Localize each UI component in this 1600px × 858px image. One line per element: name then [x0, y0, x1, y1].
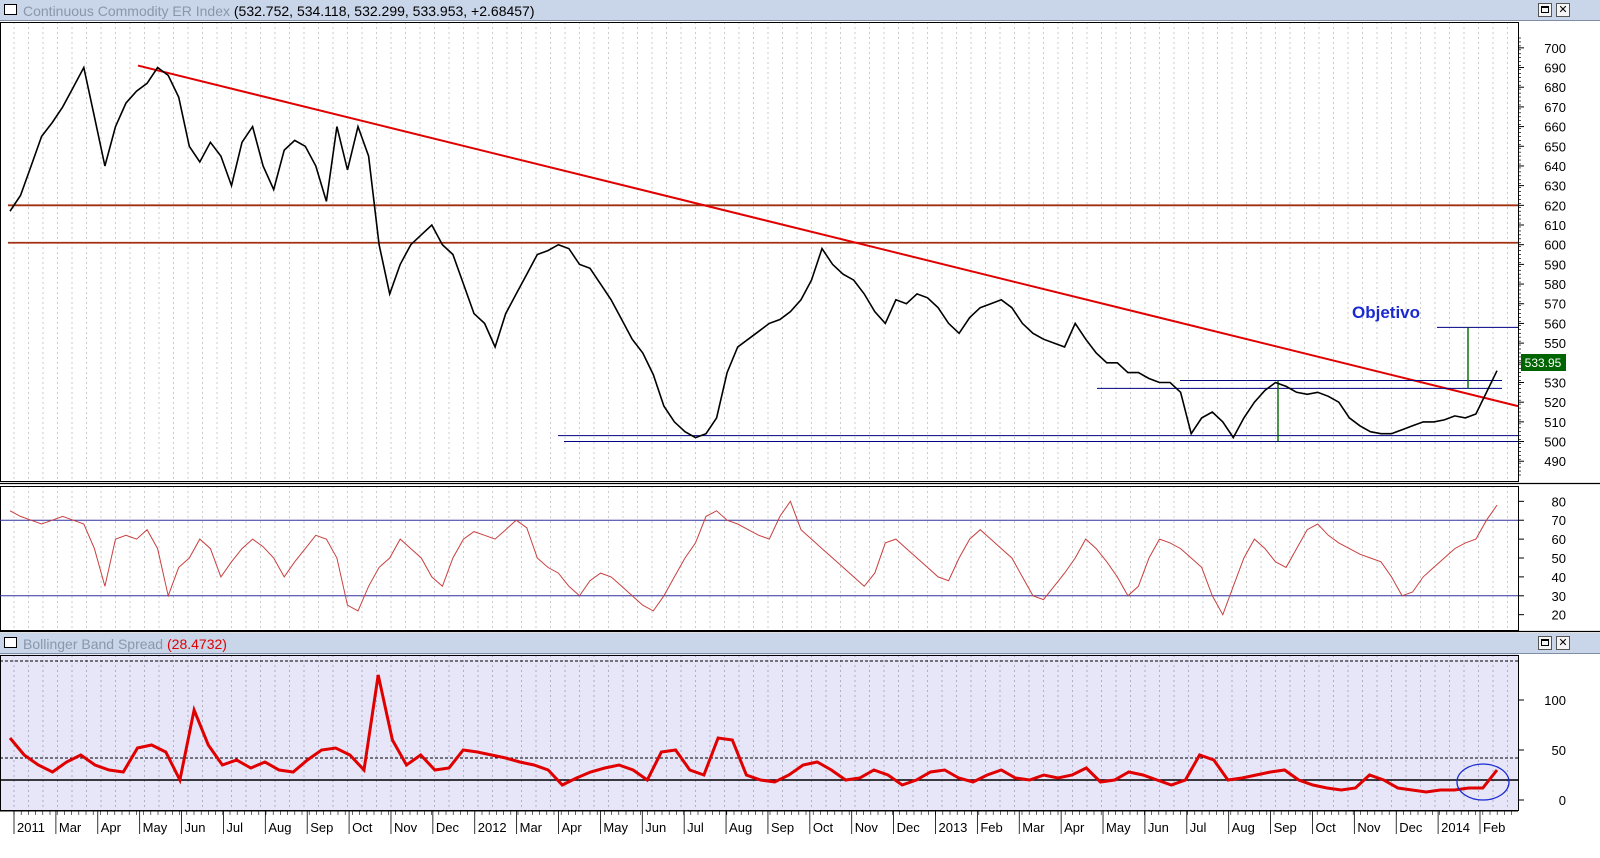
bbspread-highlight-circle — [1456, 763, 1510, 801]
last-price-label: 533.95 — [1525, 356, 1562, 370]
rsi-axis-tick-label: 70 — [1552, 513, 1566, 528]
price-axis-tick-label: 600 — [1544, 238, 1566, 253]
rsi-series-line — [9, 500, 1498, 616]
downtrend-line — [137, 64, 1519, 408]
month-label: May — [603, 820, 628, 835]
month-label: Mar — [1022, 820, 1045, 835]
price-axis-tick-label: 610 — [1544, 218, 1566, 233]
price-axis-tick-label: 690 — [1544, 61, 1566, 76]
month-label: Jun — [185, 820, 206, 835]
close-button[interactable]: ✕ — [1556, 3, 1570, 17]
month-label: Dec — [1399, 820, 1423, 835]
price-axis-tick-label: 590 — [1544, 257, 1566, 272]
bbspread-panel-name: Bollinger Band Spread — [23, 636, 164, 652]
price-panel-name: Continuous Commodity ER Index — [23, 3, 230, 19]
price-axis-tick-label: 570 — [1544, 297, 1566, 312]
price-axis-tick-label: 500 — [1544, 435, 1566, 450]
month-label: Jun — [1148, 820, 1169, 835]
price-panel-titlebar: Continuous Commodity ER Index (532.752, … — [0, 0, 1600, 21]
price-panel-title: Continuous Commodity ER Index (532.752, … — [23, 3, 535, 19]
month-label: May — [1106, 820, 1131, 835]
last-price-marker: 533.95 — [1521, 354, 1566, 371]
price-axis-tick-label: 680 — [1544, 80, 1566, 95]
month-label: Oct — [1315, 820, 1336, 835]
month-label: Feb — [980, 820, 1002, 835]
month-label: Feb — [1483, 820, 1505, 835]
month-label: Nov — [1357, 820, 1381, 835]
price-panel-values: (532.752, 534.118, 532.299, 533.953, +2.… — [233, 3, 535, 19]
bbspread-panel-titlebar: Bollinger Band Spread (28.4732) ✕ — [0, 633, 1600, 654]
price-overlays — [8, 64, 1519, 443]
x-axis: 2011 Mar Apr May Jun Jul Aug Sep Oct Nov Dec 2012 Ma… — [0, 810, 1518, 835]
rsi-axis-tick-label: 60 — [1552, 532, 1566, 547]
objetivo-label: Objetivo — [1352, 303, 1420, 322]
bbspread-series-line — [8, 674, 1499, 794]
month-label: Sep — [310, 820, 333, 835]
month-label: 2014 — [1441, 820, 1470, 835]
price-axis-tick-label: 660 — [1544, 120, 1566, 135]
month-label: Aug — [268, 820, 291, 835]
price-axis-tick-label: 520 — [1544, 395, 1566, 410]
bbspread-close-button[interactable]: ✕ — [1556, 636, 1570, 650]
price-axis-tick-label: 630 — [1544, 179, 1566, 194]
month-label: 2012 — [478, 820, 507, 835]
month-label: 2013 — [938, 820, 967, 835]
month-label: Jul — [687, 820, 704, 835]
month-label: Jun — [645, 820, 666, 835]
month-label: Mar — [520, 820, 543, 835]
month-label: 2011 — [17, 820, 45, 835]
price-axis-tick-label: 550 — [1544, 336, 1566, 351]
month-label: Jul — [226, 820, 243, 835]
price-axis-tick-label: 580 — [1544, 277, 1566, 292]
month-label: May — [143, 820, 168, 835]
maximize-button[interactable] — [1538, 3, 1552, 17]
price-axis-tick-label: 700 — [1544, 41, 1566, 56]
month-label: Mar — [59, 820, 82, 835]
month-label: Sep — [1274, 820, 1297, 835]
bbspread-panel-title: Bollinger Band Spread (28.4732) — [23, 636, 227, 652]
price-axis-tick-label: 510 — [1544, 415, 1566, 430]
price-axis-tick-label: 560 — [1544, 316, 1566, 331]
price-axis-tick-label: 530 — [1544, 375, 1566, 390]
bbspread-panel-value: (28.4732) — [167, 636, 227, 652]
month-label: Aug — [729, 820, 752, 835]
price-axis-tick-label: 670 — [1544, 100, 1566, 115]
bbspread-axis-tick-label: 0 — [1559, 793, 1566, 808]
panel-menu-icon[interactable] — [4, 637, 17, 648]
month-label: Aug — [1232, 820, 1255, 835]
month-label: Apr — [101, 820, 122, 835]
month-label: Apr — [1064, 820, 1085, 835]
price-series-line — [9, 65, 1498, 440]
month-label: Jul — [1190, 820, 1207, 835]
rsi-axis-tick-label: 40 — [1552, 570, 1566, 585]
rsi-axis-tick-label: 80 — [1552, 494, 1566, 509]
rsi-axis-tick-label: 50 — [1552, 551, 1566, 566]
price-axis-tick-label: 620 — [1544, 198, 1566, 213]
y-axes: 4905005105205305405505605705805906006106… — [1518, 37, 1566, 808]
vertical-gridlines — [13, 22, 1508, 810]
month-label: Apr — [562, 820, 583, 835]
month-label: Oct — [352, 820, 373, 835]
rsi-levels — [0, 519, 1518, 597]
month-label: Dec — [897, 820, 921, 835]
panel-frame — [0, 22, 1519, 482]
bbspread-axis-tick-label: 100 — [1544, 693, 1566, 708]
bbspread-axis-tick-label: 50 — [1552, 743, 1566, 758]
rsi-axis-tick-label: 30 — [1552, 589, 1566, 604]
month-label: Nov — [394, 820, 418, 835]
rsi-axis-tick-label: 20 — [1552, 608, 1566, 623]
price-axis-tick-label: 640 — [1544, 159, 1566, 174]
month-label: Dec — [436, 820, 460, 835]
price-axis-tick-label: 490 — [1544, 454, 1566, 469]
price-axis-tick-label: 650 — [1544, 139, 1566, 154]
bbspread-maximize-button[interactable] — [1538, 636, 1552, 650]
bbspread-background — [0, 654, 1518, 810]
month-label: Oct — [813, 820, 834, 835]
month-label: Sep — [771, 820, 794, 835]
month-label: Nov — [855, 820, 879, 835]
window-menu-icon[interactable] — [4, 4, 17, 15]
